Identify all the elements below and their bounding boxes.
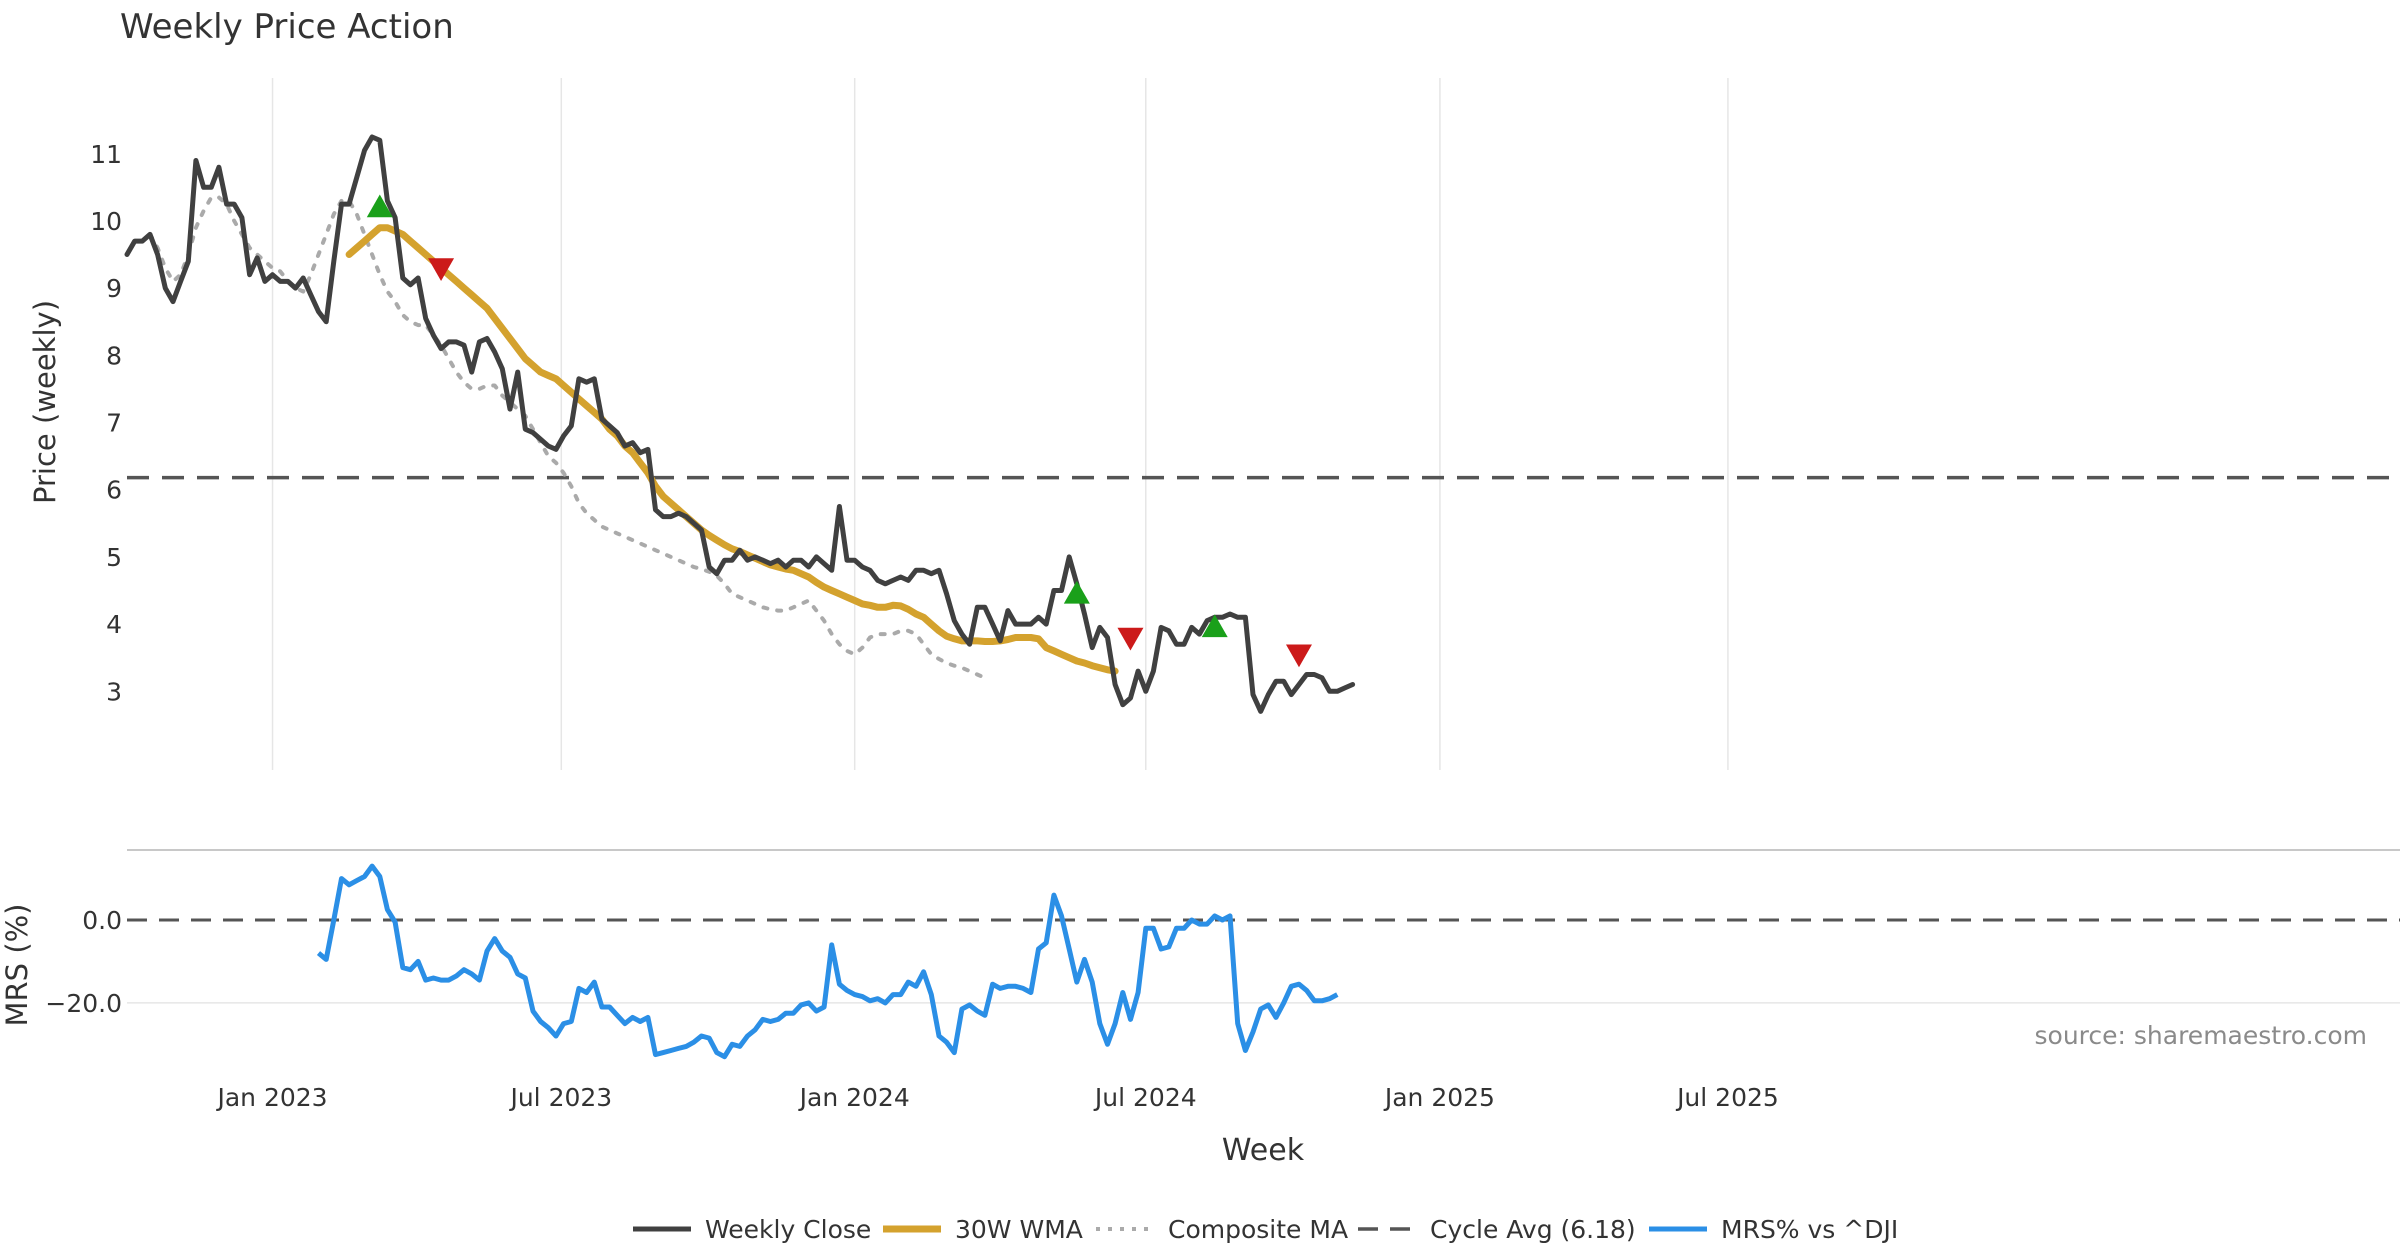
price-y-ticks: 3 4 5 6 7 8 9 10 11 — [90, 140, 122, 707]
series-line-30w-wma — [345, 224, 1119, 675]
x-tick-label: Jan 2025 — [1383, 1083, 1495, 1112]
series-line-mrs — [316, 863, 1339, 1060]
legend-label: Composite MA — [1168, 1215, 1348, 1244]
price-y-tick-label: 5 — [106, 543, 122, 572]
signal-markers — [366, 194, 1312, 668]
legend-label: MRS% vs ^DJI — [1721, 1215, 1898, 1244]
x-tick-label: Jul 2025 — [1675, 1083, 1779, 1112]
price-y-tick-label: 6 — [106, 476, 122, 505]
sell-signal-marker — [1285, 644, 1312, 668]
legend: Weekly Close 30W WMA Composite MA Cycle Avg… — [633, 1215, 1898, 1244]
x-tick-label: Jul 2023 — [508, 1083, 612, 1112]
price-series-layer — [124, 134, 2400, 714]
price-y-tick-label: 4 — [106, 610, 122, 639]
mrs-y-tick-label: −20.0 — [45, 989, 122, 1018]
series-line-weekly-close — [124, 134, 1356, 714]
buy-signal-marker — [366, 194, 393, 218]
buy-signal-marker — [1201, 614, 1228, 638]
price-y-tick-label: 7 — [106, 409, 122, 438]
x-axis-label: Week — [1222, 1133, 1305, 1168]
x-tick-label: Jan 2024 — [798, 1083, 910, 1112]
mrs-y-ticks: 0.0 −20.0 — [45, 906, 122, 1018]
price-y-tick-label: 10 — [90, 207, 122, 236]
source-note: source: sharemaestro.com — [2035, 1021, 2368, 1050]
price-y-tick-label: 8 — [106, 341, 122, 370]
mrs-y-axis-label: MRS (%) — [0, 904, 34, 1027]
x-axis-ticks: Jan 2023 Jul 2023 Jan 2024 Jul 2024 Jan 2025… — [215, 1083, 1778, 1112]
legend-label: Weekly Close — [705, 1215, 871, 1244]
price-y-tick-label: 9 — [106, 274, 122, 303]
x-tick-label: Jul 2024 — [1093, 1083, 1197, 1112]
chart-title: Weekly Price Action — [120, 7, 454, 47]
price-grid — [271, 78, 1729, 770]
x-tick-label: Jan 2023 — [215, 1083, 327, 1112]
price-y-tick-label: 11 — [90, 140, 122, 169]
price-y-axis-label: Price (weekly) — [28, 300, 62, 504]
mrs-series-layer — [127, 863, 2400, 1060]
sell-signal-marker — [428, 258, 455, 281]
mrs-y-tick-label: 0.0 — [82, 906, 122, 935]
sell-signal-marker — [1117, 627, 1144, 651]
price-y-tick-label: 3 — [106, 677, 122, 706]
legend-label: 30W WMA — [955, 1215, 1083, 1244]
buy-signal-marker — [1063, 580, 1090, 604]
legend-label: Cycle Avg (6.18) — [1430, 1215, 1636, 1244]
